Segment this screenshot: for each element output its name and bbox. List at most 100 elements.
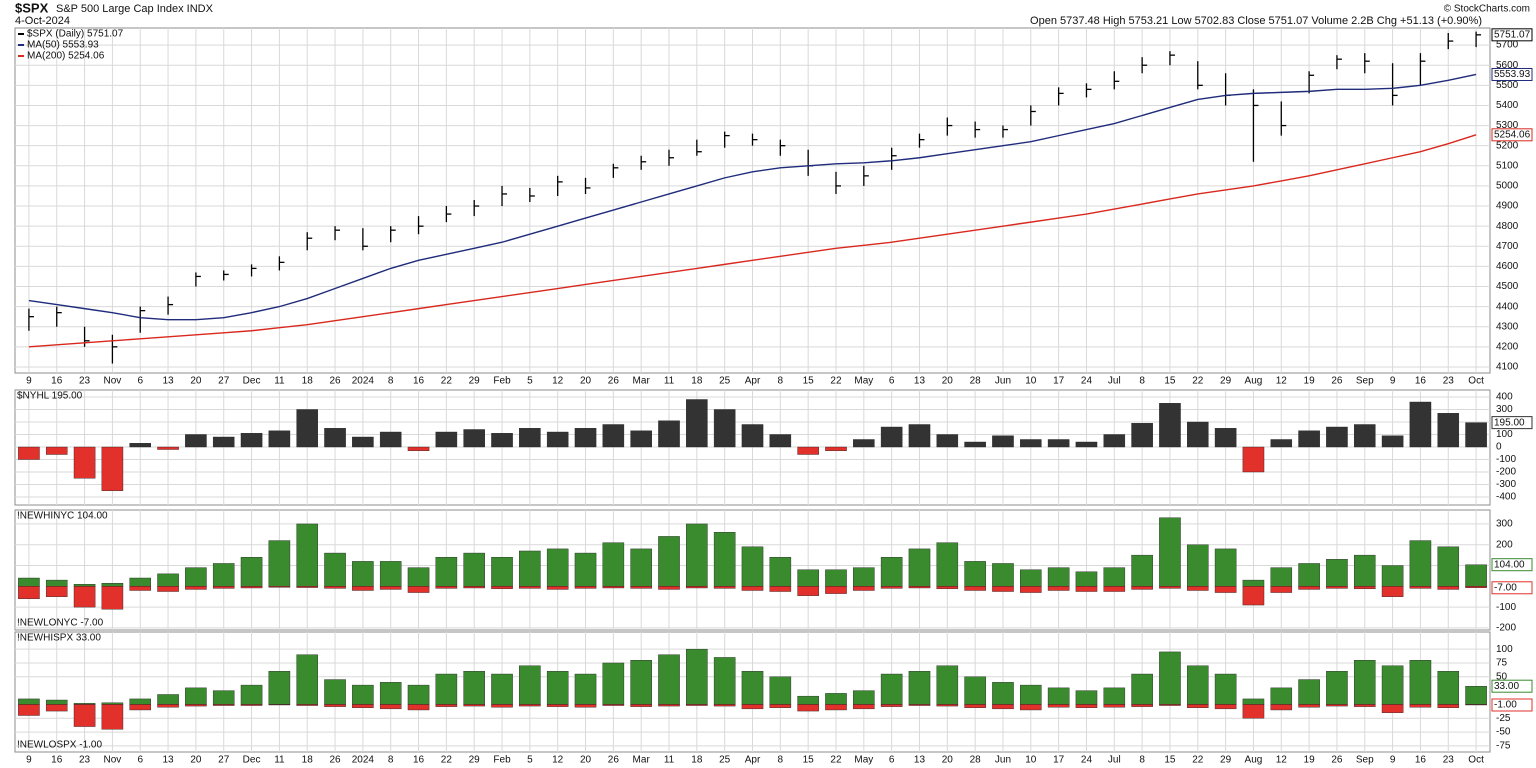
x-tick-label: 6: [889, 376, 895, 387]
bar: [658, 420, 680, 448]
bar: [908, 548, 931, 587]
x-tick-label: 22: [830, 755, 842, 766]
bar: [212, 436, 235, 448]
x-tick-label: Aug: [1245, 376, 1263, 387]
y-tick-label: 5500: [1496, 80, 1519, 91]
bar: [1270, 567, 1293, 587]
bar: [602, 424, 625, 448]
bar: [1465, 586, 1487, 588]
bar: [185, 567, 207, 587]
bar: [1437, 546, 1460, 587]
end-label-box: [1491, 28, 1533, 42]
bar: [1159, 704, 1181, 706]
bar: [45, 586, 68, 597]
bar: [686, 399, 708, 448]
x-tick-label: 20: [190, 376, 202, 387]
x-tick-label: 22: [441, 376, 453, 387]
x-tick-label: 18: [691, 755, 703, 766]
bar: [602, 542, 625, 587]
bar: [1381, 435, 1404, 448]
x-tick-label: 24: [1081, 376, 1093, 387]
x-tick-label: 5: [527, 376, 533, 387]
bar: [1409, 540, 1432, 587]
x-tick-label: 13: [914, 376, 926, 387]
end-label: -1.00: [1494, 700, 1517, 711]
y-tick-label: 5400: [1496, 100, 1519, 111]
bar: [825, 569, 847, 587]
y-tick-label: 100: [1496, 429, 1513, 440]
bar: [1326, 704, 1348, 707]
bar: [1214, 586, 1237, 593]
bar: [1409, 586, 1432, 589]
bar: [880, 673, 903, 705]
x-tick-label: Apr: [745, 376, 761, 387]
x-tick-label: 9: [1390, 376, 1396, 387]
x-tick-label: Aug: [1245, 755, 1263, 766]
bar: [1409, 704, 1432, 708]
x-tick-label: 20: [580, 755, 592, 766]
bar: [491, 557, 513, 587]
end-label: 5751.07: [1494, 29, 1531, 40]
bar: [352, 561, 374, 587]
bar: [1020, 586, 1042, 593]
bar: [45, 704, 68, 712]
end-label: 5254.06: [1494, 129, 1531, 140]
x-tick-label: 12: [1276, 755, 1288, 766]
bar: [546, 704, 569, 707]
bar: [73, 704, 96, 727]
bar: [1270, 439, 1293, 448]
bar: [1381, 565, 1404, 587]
bar: [602, 662, 625, 705]
bar: [73, 446, 96, 479]
legend-label: $NYHL 195.00: [17, 391, 83, 402]
x-tick-label: May: [854, 755, 873, 766]
y-tick-label: 4800: [1496, 221, 1519, 232]
bar: [212, 563, 235, 587]
y-tick-label: 5600: [1496, 60, 1519, 71]
x-tick-label: 19: [1304, 376, 1316, 387]
x-tick-label: 27: [218, 376, 230, 387]
x-tick-label: 9: [26, 755, 32, 766]
bar: [1465, 704, 1487, 706]
y-tick-label: 300: [1496, 404, 1513, 415]
bar: [769, 586, 792, 592]
bar: [908, 424, 931, 448]
y-tick-label: -100: [1496, 602, 1516, 613]
bar: [1353, 554, 1376, 587]
bar: [1326, 559, 1348, 587]
x-tick-label: Mar: [633, 755, 651, 766]
x-tick-label: 15: [803, 376, 815, 387]
bar: [435, 431, 458, 448]
bar: [435, 704, 458, 707]
legend-label: !NEWLONYC -7.00: [17, 618, 104, 629]
bar: [1103, 586, 1126, 592]
bar: [713, 532, 736, 587]
y-tick-label: -100: [1496, 454, 1516, 465]
legend-label: MA(200) 5254.06: [27, 51, 105, 62]
y-tick-label: 5200: [1496, 140, 1519, 151]
bar: [1298, 563, 1320, 587]
end-label-box: [1491, 558, 1533, 572]
bar: [1103, 687, 1126, 705]
bar: [18, 577, 40, 587]
bar: [1242, 704, 1265, 719]
bar: [1298, 586, 1320, 590]
bar: [574, 704, 597, 708]
bar: [463, 586, 485, 589]
bar: [324, 679, 346, 705]
bar: [435, 586, 458, 589]
bar: [491, 586, 513, 590]
bar: [964, 676, 986, 705]
x-tick-label: 26: [608, 755, 620, 766]
y-tick-label: 100: [1496, 644, 1513, 655]
x-tick-label: Apr: [745, 755, 761, 766]
bar: [379, 704, 402, 710]
x-tick-label: 11: [274, 755, 285, 766]
bar: [491, 704, 513, 708]
x-tick-label: 11: [664, 376, 675, 387]
y-tick-label: 300: [1496, 519, 1513, 530]
bar: [129, 577, 152, 587]
bar: [212, 690, 235, 705]
x-tick-label: 29: [1220, 755, 1232, 766]
bar: [296, 704, 318, 706]
